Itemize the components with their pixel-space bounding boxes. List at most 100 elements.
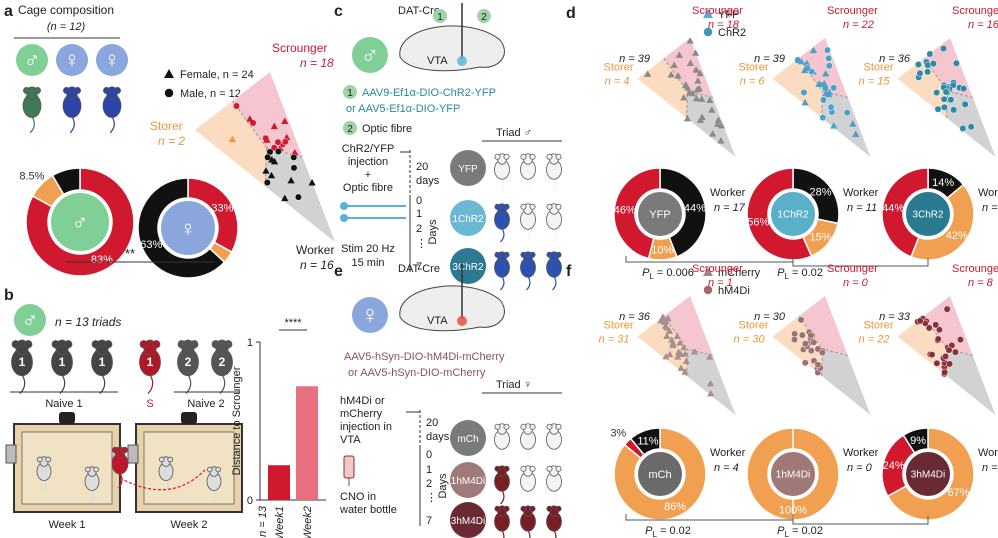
driver-label: DAT-Cre	[398, 263, 440, 275]
mouse-ear	[529, 465, 536, 472]
donut-label: 42%	[946, 230, 968, 242]
mouse-ear	[494, 505, 501, 512]
worker-label: Worker	[843, 187, 879, 199]
cno-text: CNO in	[340, 491, 376, 503]
ternary-region	[897, 58, 948, 118]
data-point	[916, 317, 924, 325]
driver-label: DAT-Cre	[398, 5, 440, 17]
data-point	[657, 317, 665, 324]
mouse-ear	[24, 340, 33, 349]
data-point	[916, 69, 924, 77]
mouse-ear	[111, 446, 119, 454]
data-point	[819, 96, 827, 104]
data-point	[662, 352, 670, 360]
scrounger-n: n = 18	[300, 56, 334, 70]
mouse-ear	[190, 340, 199, 349]
triad-label: Triad ♂	[496, 127, 532, 139]
legend-label: Female, n = 24	[180, 69, 254, 81]
data-point	[818, 349, 826, 357]
step-badge	[343, 121, 357, 135]
data-point	[666, 350, 674, 358]
mouse-tail	[500, 276, 505, 291]
data-point	[308, 178, 316, 186]
mouse-tail	[90, 489, 95, 503]
donut-center	[904, 190, 952, 238]
ternary-region	[663, 296, 713, 356]
mouse-number: 2	[219, 355, 226, 369]
sex-badge	[16, 44, 48, 76]
donut-segment	[613, 167, 661, 260]
donut-segment	[137, 177, 226, 279]
step-number: 1	[347, 88, 353, 99]
group-badge	[450, 248, 486, 284]
mouse-ear	[520, 465, 527, 472]
p-subscript: L	[649, 272, 654, 281]
mouse-tail	[185, 374, 192, 395]
scrounger-n: n = 0	[843, 277, 869, 289]
mouse-ear	[51, 340, 60, 349]
storer-n: n = 30	[734, 334, 766, 346]
mouse-tail	[500, 178, 505, 193]
legend-label: YFP	[718, 9, 739, 21]
data-point	[961, 100, 969, 108]
donut-label: 44%	[882, 202, 904, 214]
mouse-ear	[546, 203, 553, 210]
donut-center	[769, 190, 817, 238]
mouse-ear	[23, 86, 31, 95]
timeline-days: days	[416, 175, 440, 187]
data-point	[707, 389, 715, 397]
p-value: PL = 0.02	[645, 525, 691, 538]
mouse-tail	[117, 472, 123, 489]
data-point	[717, 136, 725, 144]
ternary-region	[686, 91, 736, 157]
legend-label: ChR2	[718, 27, 746, 39]
triads-label: n = 13 triads	[55, 315, 121, 329]
storer-n: n = 22	[859, 334, 890, 346]
data-point	[940, 103, 948, 111]
n-label: n = 13	[257, 505, 269, 537]
side-box	[127, 444, 139, 464]
p-subscript: L	[784, 272, 789, 281]
worker-n: n = 5	[982, 202, 998, 214]
data-point	[686, 59, 695, 67]
data-point	[924, 68, 932, 76]
data-point	[674, 72, 682, 79]
data-point	[934, 105, 942, 113]
y-tick-label: 0	[247, 495, 253, 507]
sex-symbol: ♂	[361, 41, 380, 69]
p-symbol: P	[645, 525, 653, 537]
storer-label: Storer	[864, 62, 894, 74]
donut-center-label: ♀	[180, 216, 197, 241]
scrounger-n: n = 18	[708, 19, 740, 31]
mouse-ear	[546, 465, 553, 472]
donut-segment	[881, 167, 929, 258]
donut-label: 24%	[883, 460, 905, 472]
data-point	[814, 345, 822, 353]
mouse-ear	[520, 505, 527, 512]
storer-label: Storer	[604, 320, 634, 332]
data-point	[233, 102, 241, 110]
mouse-ear	[546, 423, 553, 430]
data-point	[708, 106, 716, 113]
panel-letter: d	[566, 5, 576, 22]
data-point	[942, 352, 950, 360]
timeline-tick-label: 2	[416, 223, 422, 235]
mouse-ear	[555, 251, 562, 258]
donut-segment	[746, 167, 813, 261]
donut-center-label: 3ChR2	[912, 210, 944, 221]
data-point	[270, 122, 278, 130]
data-point	[795, 56, 803, 64]
ternary-region	[821, 91, 871, 157]
donut-segment	[51, 167, 81, 196]
group-badge	[450, 502, 486, 538]
stim-dot	[340, 202, 348, 210]
data-point	[798, 331, 806, 339]
data-point	[928, 351, 936, 359]
data-point	[933, 359, 941, 367]
donut-segment	[659, 167, 707, 258]
data-point	[661, 322, 670, 329]
mouse-tail	[552, 276, 557, 291]
mouse-tail	[526, 490, 531, 505]
data-point	[934, 335, 942, 343]
group-badge	[450, 420, 486, 456]
